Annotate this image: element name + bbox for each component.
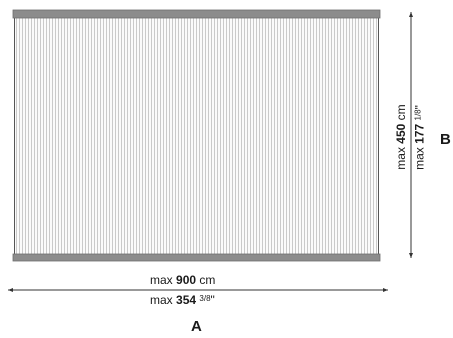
width-inch-label: max 354 3/8"	[150, 293, 215, 307]
height-inch-label: max 177 1/8"	[412, 105, 427, 170]
axis-letter-b: B	[440, 131, 451, 148]
axis-letter-a: A	[191, 318, 202, 335]
width-cm-label: max 900 cm	[150, 273, 216, 287]
top-rail	[12, 9, 381, 19]
width-dimension-line	[8, 288, 388, 292]
pleat-lines	[16, 18, 377, 254]
height-dimension-line	[409, 12, 413, 258]
height-cm-label: max 450 cm	[394, 104, 408, 170]
bottom-rail	[12, 253, 381, 262]
